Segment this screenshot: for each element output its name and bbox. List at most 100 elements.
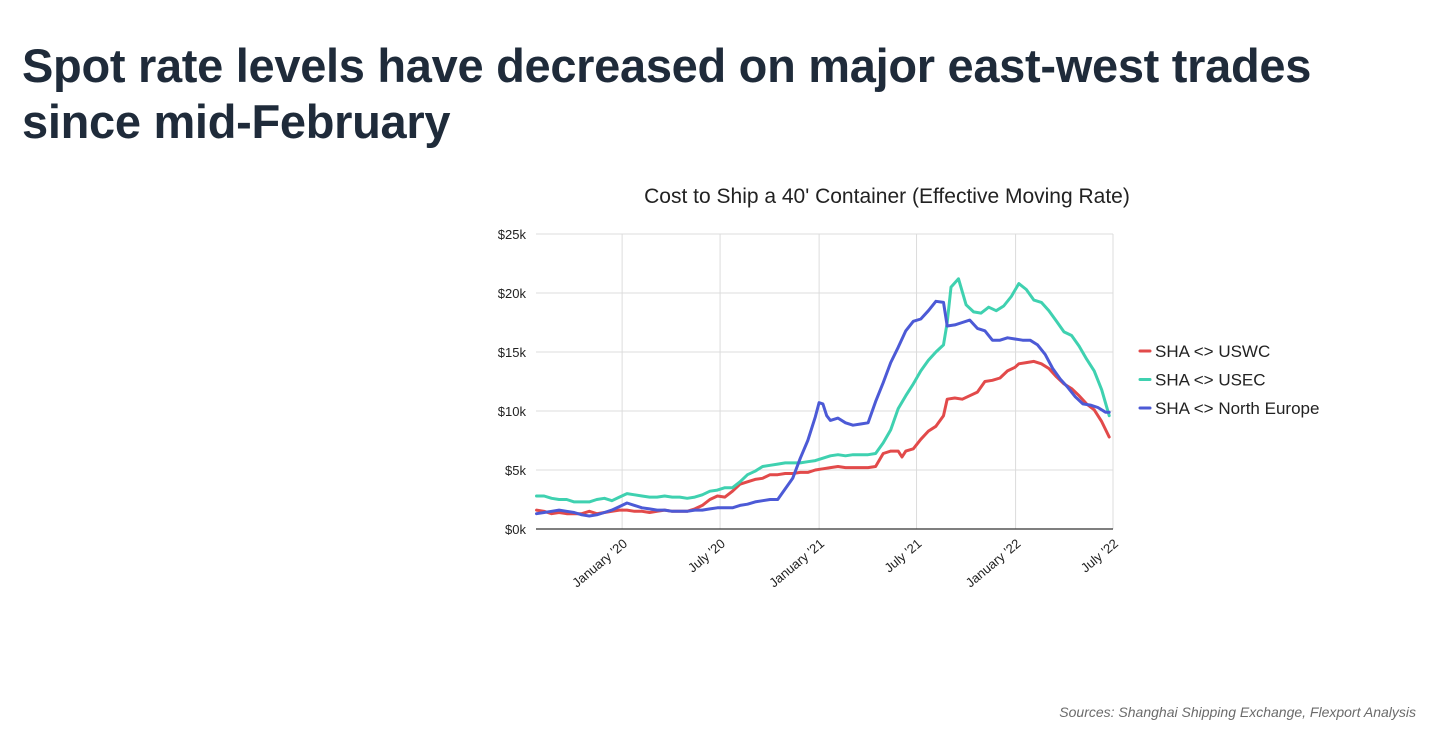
data-point [912, 383, 915, 385]
data-point [535, 509, 538, 511]
chart-axes: $0k $5k $10k $15k $20k $25k January '20 July '2… [498, 227, 1121, 590]
data-point [663, 495, 666, 497]
data-point [633, 510, 636, 513]
data-point [761, 477, 764, 480]
data-point [874, 452, 877, 455]
data-point [874, 465, 877, 468]
data-point [663, 509, 666, 511]
data-point [954, 397, 956, 399]
data-point [1089, 404, 1092, 406]
data-point [678, 496, 681, 498]
data-point [837, 417, 839, 419]
data-point [716, 489, 719, 491]
data-point [999, 339, 1001, 342]
data-point [1018, 282, 1020, 285]
data-point [976, 391, 979, 393]
data-point [565, 510, 568, 513]
data-point [550, 512, 553, 515]
data-point [822, 403, 824, 405]
data-point [957, 278, 960, 280]
data-point [731, 486, 734, 489]
data-point [889, 429, 892, 431]
data-point [769, 498, 771, 501]
data-point [987, 306, 990, 309]
series-group [535, 299, 1111, 518]
data-point [633, 494, 636, 496]
chart-grid [536, 233, 1114, 530]
data-point [844, 466, 847, 469]
data-point [950, 286, 952, 288]
data-point [984, 380, 986, 383]
legend-label: SHA <> North Europe [1155, 399, 1319, 418]
data-point [1082, 403, 1084, 405]
data-point [867, 453, 869, 456]
data-point [837, 453, 839, 456]
data-point [991, 379, 994, 382]
x-tick-label: January '22 [963, 536, 1024, 590]
data-point [920, 318, 922, 320]
data-point [641, 495, 643, 497]
data-point [709, 498, 711, 501]
x-tick-label: July '20 [685, 536, 728, 576]
data-point [709, 508, 711, 510]
data-point [799, 471, 802, 474]
data-point [882, 381, 884, 384]
data-point [1085, 358, 1088, 360]
data-point [656, 496, 658, 498]
data-point [626, 492, 628, 495]
data-point [807, 471, 809, 474]
data-point [814, 416, 817, 418]
data-point [716, 495, 719, 497]
data-point [889, 361, 892, 364]
data-point [701, 494, 704, 496]
data-point [1048, 367, 1050, 370]
data-point [912, 320, 915, 323]
data-point [954, 324, 956, 326]
data-point [701, 504, 704, 507]
data-point [776, 463, 779, 465]
headline-line-1: Spot rate levels have decreased on major… [22, 39, 1312, 92]
data-point [859, 423, 862, 425]
data-point [1029, 339, 1031, 342]
data-point [905, 450, 907, 452]
data-point [1033, 360, 1035, 363]
data-point [678, 510, 681, 513]
data-point [1093, 370, 1095, 372]
data-point [1002, 305, 1005, 307]
data-point [769, 473, 771, 476]
data-point [1070, 334, 1073, 337]
data-point [791, 462, 794, 464]
x-tick-label: January '21 [766, 536, 827, 590]
data-point [976, 327, 979, 330]
data-point [761, 465, 764, 468]
data-point [581, 514, 583, 516]
data-point [1033, 299, 1035, 301]
data-point [807, 439, 809, 442]
data-point [799, 457, 802, 460]
y-tick-label: $0k [505, 522, 526, 537]
data-point [859, 466, 862, 469]
data-point [927, 309, 930, 312]
data-point [596, 514, 598, 516]
data-point [935, 351, 937, 353]
data-point [1108, 414, 1110, 417]
data-point [596, 498, 598, 501]
data-point [905, 394, 907, 397]
chart-series [535, 277, 1111, 518]
data-point [761, 499, 764, 502]
data-point [581, 501, 583, 503]
data-point [776, 498, 779, 501]
data-point [825, 414, 828, 417]
data-point [1100, 420, 1103, 423]
data-point [694, 496, 696, 498]
data-point [558, 498, 560, 501]
data-point [746, 473, 749, 476]
data-point [980, 312, 982, 314]
data-point [550, 497, 553, 500]
data-point [829, 466, 832, 469]
data-point [935, 425, 937, 428]
series-group [535, 277, 1111, 504]
data-point [686, 497, 688, 500]
data-point [573, 511, 575, 514]
